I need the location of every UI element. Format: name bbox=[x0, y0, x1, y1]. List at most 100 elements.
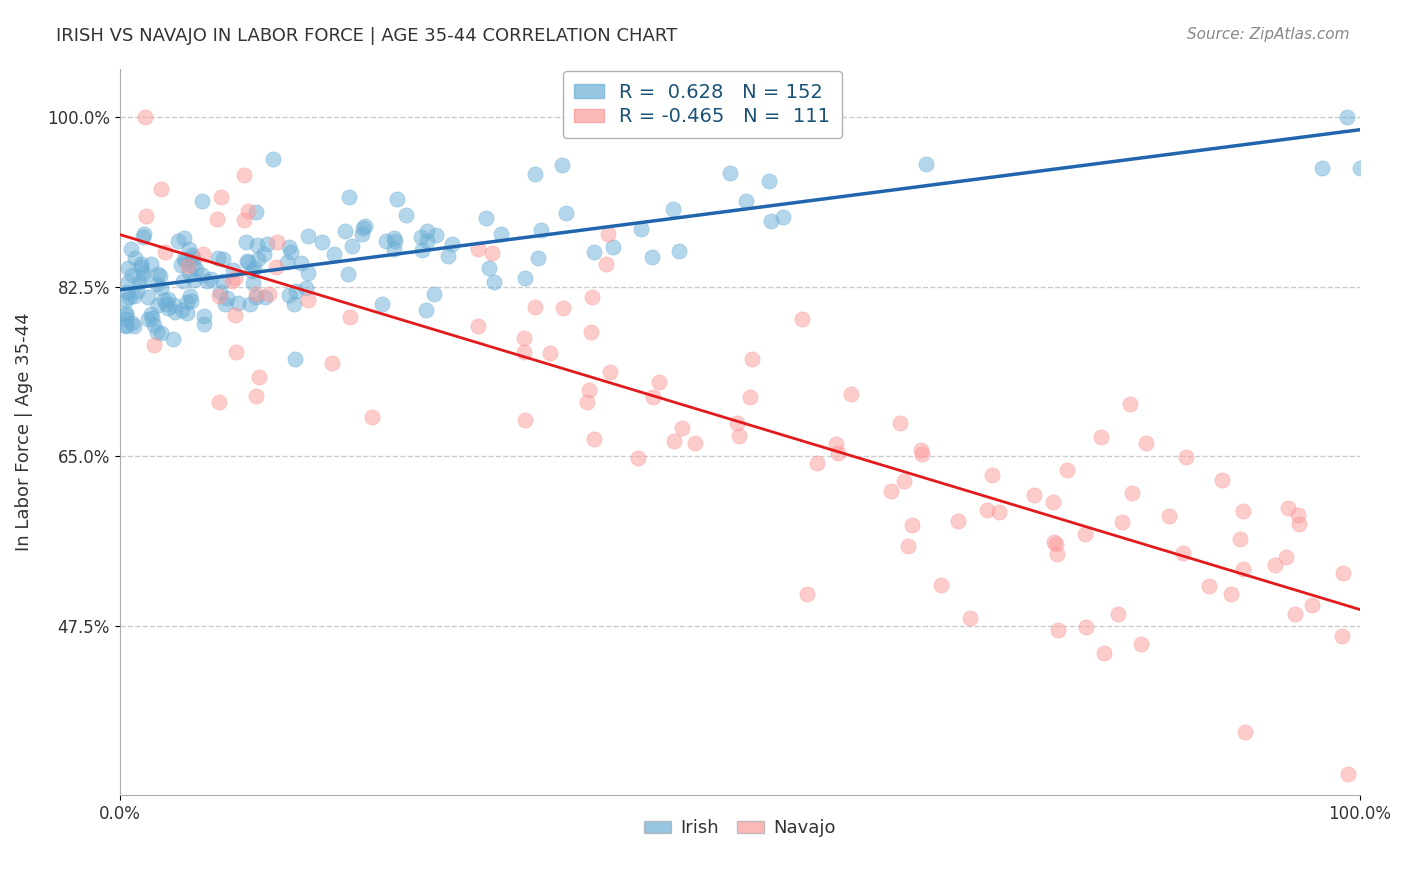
Point bbox=[191, 247, 214, 261]
Point bbox=[117, 275, 139, 289]
Point bbox=[384, 234, 406, 248]
Point bbox=[311, 235, 333, 249]
Point bbox=[1232, 503, 1254, 517]
Point bbox=[735, 194, 758, 208]
Point bbox=[225, 345, 247, 359]
Point bbox=[136, 290, 159, 304]
Point bbox=[323, 247, 346, 261]
Point bbox=[374, 234, 396, 248]
Point bbox=[1056, 463, 1078, 477]
Point bbox=[370, 296, 392, 310]
Point bbox=[683, 436, 706, 450]
Point bbox=[136, 311, 159, 326]
Point bbox=[129, 260, 152, 274]
Point bbox=[527, 251, 550, 265]
Point bbox=[555, 206, 578, 220]
Point bbox=[221, 274, 243, 288]
Point bbox=[523, 167, 546, 181]
Point bbox=[796, 587, 818, 601]
Point bbox=[256, 236, 278, 251]
Point bbox=[208, 395, 231, 409]
Point bbox=[668, 244, 690, 258]
Point bbox=[290, 256, 312, 270]
Point bbox=[115, 318, 138, 333]
Point bbox=[1331, 566, 1354, 581]
Point bbox=[235, 235, 257, 249]
Point bbox=[1047, 624, 1070, 638]
Point bbox=[173, 231, 195, 245]
Point bbox=[238, 297, 260, 311]
Point bbox=[297, 293, 319, 307]
Point bbox=[233, 212, 256, 227]
Point bbox=[114, 293, 136, 307]
Point bbox=[1263, 558, 1285, 573]
Point bbox=[578, 383, 600, 397]
Point bbox=[647, 375, 669, 389]
Point bbox=[880, 484, 903, 499]
Point bbox=[595, 257, 617, 271]
Point bbox=[1174, 450, 1197, 464]
Point bbox=[1090, 429, 1112, 443]
Point bbox=[524, 300, 547, 314]
Point bbox=[352, 220, 374, 235]
Point bbox=[337, 190, 360, 204]
Point bbox=[630, 222, 652, 236]
Point bbox=[135, 209, 157, 223]
Point bbox=[246, 238, 269, 252]
Point bbox=[177, 265, 200, 279]
Point bbox=[214, 297, 236, 311]
Point bbox=[193, 309, 215, 323]
Point bbox=[146, 298, 169, 312]
Point bbox=[1286, 508, 1309, 522]
Point bbox=[1211, 473, 1233, 487]
Point bbox=[1042, 534, 1064, 549]
Point bbox=[416, 234, 439, 248]
Point bbox=[236, 204, 259, 219]
Point bbox=[253, 247, 276, 261]
Point bbox=[146, 325, 169, 339]
Point bbox=[297, 228, 319, 243]
Point bbox=[1275, 550, 1298, 565]
Point bbox=[598, 227, 620, 241]
Point bbox=[132, 227, 155, 241]
Point bbox=[662, 434, 685, 448]
Point bbox=[200, 272, 222, 286]
Point bbox=[146, 268, 169, 282]
Point bbox=[929, 578, 952, 592]
Point bbox=[193, 318, 215, 332]
Point bbox=[153, 244, 176, 259]
Point bbox=[1198, 579, 1220, 593]
Point bbox=[910, 442, 932, 457]
Point bbox=[146, 277, 169, 292]
Point bbox=[897, 539, 920, 553]
Text: Source: ZipAtlas.com: Source: ZipAtlas.com bbox=[1187, 27, 1350, 42]
Point bbox=[1336, 110, 1358, 124]
Point bbox=[946, 514, 969, 528]
Point bbox=[121, 268, 143, 282]
Point bbox=[181, 259, 204, 273]
Point bbox=[235, 253, 257, 268]
Point bbox=[481, 245, 503, 260]
Point bbox=[217, 291, 239, 305]
Point bbox=[530, 223, 553, 237]
Point bbox=[283, 352, 305, 367]
Point bbox=[209, 190, 232, 204]
Point bbox=[170, 258, 193, 272]
Point bbox=[247, 370, 270, 384]
Point bbox=[911, 447, 934, 461]
Point bbox=[1348, 161, 1371, 176]
Point bbox=[120, 242, 142, 256]
Point bbox=[1284, 607, 1306, 621]
Point bbox=[224, 308, 246, 322]
Point bbox=[395, 208, 418, 222]
Point bbox=[180, 294, 202, 309]
Point bbox=[551, 301, 574, 315]
Point bbox=[276, 254, 298, 268]
Point bbox=[125, 285, 148, 299]
Point bbox=[1107, 607, 1129, 621]
Point bbox=[257, 287, 280, 301]
Point bbox=[153, 293, 176, 308]
Point bbox=[671, 421, 693, 435]
Point bbox=[489, 227, 512, 242]
Point bbox=[741, 351, 763, 366]
